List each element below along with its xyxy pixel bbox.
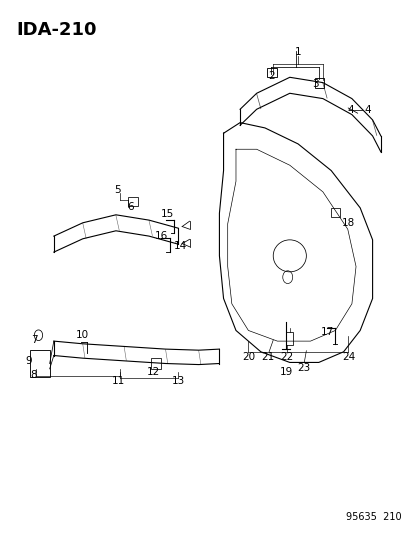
Text: 11: 11 [111, 376, 124, 386]
Text: 4: 4 [363, 106, 370, 115]
Text: 8: 8 [31, 370, 37, 379]
Text: 18: 18 [341, 218, 354, 228]
Text: 20: 20 [241, 352, 254, 362]
Text: 4: 4 [347, 105, 354, 115]
Text: 21: 21 [260, 352, 273, 362]
Text: 5: 5 [114, 185, 121, 195]
Text: 9: 9 [26, 357, 32, 366]
Text: 14: 14 [173, 241, 186, 251]
Text: 22: 22 [279, 352, 292, 362]
Text: 15: 15 [161, 209, 174, 219]
Bar [30, 350, 50, 377]
Text: 2: 2 [268, 71, 274, 81]
Text: 19: 19 [279, 367, 292, 377]
Bar [266, 68, 277, 77]
Text: 16: 16 [154, 231, 168, 240]
Text: 6: 6 [127, 202, 133, 212]
Bar [286, 332, 292, 345]
Text: IDA-210: IDA-210 [17, 21, 97, 39]
Bar [127, 197, 138, 206]
Text: 95635  210: 95635 210 [345, 512, 401, 522]
Text: 10: 10 [76, 330, 89, 340]
Text: 24: 24 [341, 352, 354, 362]
Text: 12: 12 [146, 367, 159, 377]
Text: 1: 1 [294, 47, 301, 57]
Text: 17: 17 [320, 327, 334, 336]
Bar [330, 208, 339, 217]
Text: 7: 7 [31, 335, 37, 345]
Bar [314, 78, 323, 88]
Text: 3: 3 [311, 79, 318, 88]
Bar [151, 358, 161, 369]
Text: 13: 13 [172, 376, 185, 386]
Text: 23: 23 [296, 363, 309, 373]
